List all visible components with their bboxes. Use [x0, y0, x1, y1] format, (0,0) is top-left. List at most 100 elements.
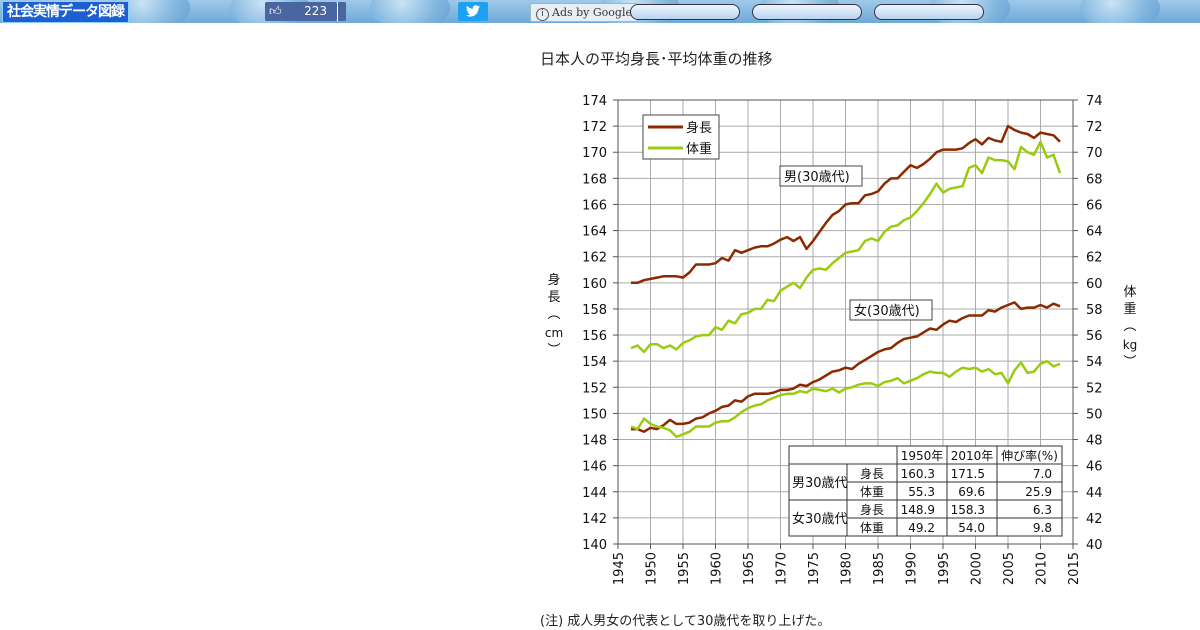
plot-area	[617, 99, 1074, 545]
y-tick-label-right: 44	[1086, 486, 1103, 501]
x-tick-label: 1960	[710, 552, 725, 585]
tweet-button[interactable]	[458, 2, 488, 21]
x-tick-label: 1965	[742, 552, 757, 585]
ad-link-button[interactable]	[874, 4, 984, 20]
ad-link-button[interactable]	[630, 4, 740, 20]
y-tick-label-left: 154	[582, 355, 607, 370]
left-axis-label-char: ︵	[547, 307, 560, 322]
table-cell: 158.3	[951, 503, 985, 517]
y-tick-label-left: 172	[582, 120, 607, 135]
table-cell: 69.6	[958, 485, 985, 499]
y-tick-label-right: 40	[1086, 538, 1103, 553]
y-tick-label-left: 164	[582, 225, 607, 240]
facebook-like-button[interactable]: 👍︎ 223	[265, 2, 337, 21]
y-tick-label-left: 160	[582, 277, 607, 292]
y-tick-label-left: 168	[582, 172, 607, 187]
right-axis-label-char: kg	[1123, 338, 1138, 352]
y-tick-label-right: 66	[1086, 198, 1103, 213]
y-tick-label-right: 48	[1086, 434, 1103, 449]
wave-decoration	[370, 0, 450, 23]
y-tick-label-left: 142	[582, 512, 607, 527]
right-axis-label-char: 体	[1123, 285, 1136, 300]
y-tick-label-right: 74	[1086, 94, 1103, 109]
series-line	[631, 301, 1061, 433]
thumbs-up-icon: 👍︎	[269, 4, 282, 18]
table-cell: 171.5	[951, 467, 985, 481]
right-axis-label-char: ︶	[1123, 355, 1136, 370]
chart-axes: 1945 1950 1955 1960 1965 1970 1975 1980 1985 1990…	[582, 94, 1102, 585]
table-cell: 体重	[860, 485, 884, 499]
y-tick-label-right: 70	[1086, 146, 1103, 161]
x-tick-label: 1985	[872, 552, 887, 585]
series-line	[630, 359, 1061, 439]
x-tick-label: 2005	[1002, 552, 1017, 585]
series-line	[631, 124, 1061, 285]
x-tick-label: 1975	[807, 552, 822, 585]
chart-grid	[617, 99, 1074, 545]
y-tick-label-right: 64	[1086, 225, 1103, 240]
y-tick-label-left: 148	[582, 434, 607, 449]
ads-by-google[interactable]: i Ads by Google	[530, 3, 638, 22]
info-icon: i	[536, 8, 549, 21]
top-banner: 社会実情データ図録 👍︎ 223 i Ads by Google	[0, 0, 1200, 23]
y-tick-label-left: 144	[582, 486, 607, 501]
series-line	[630, 140, 1062, 354]
x-tick-label: 1980	[840, 552, 855, 585]
x-tick-label: 2015	[1067, 552, 1082, 585]
left-axis-label-char: cm	[545, 326, 563, 340]
table-cell: 55.3	[908, 485, 935, 499]
right-axis-label-char: ︵	[1123, 319, 1136, 334]
x-tick-label: 2000	[970, 552, 985, 585]
table-cell: 7.0	[1033, 467, 1052, 481]
annotation-box-female	[849, 299, 933, 321]
legend-label-height: 身長	[686, 120, 712, 136]
y-tick-label-left: 158	[582, 303, 607, 318]
legend-box	[642, 114, 720, 160]
table-group-label: 男30歳代	[792, 476, 848, 491]
y-tick-label-right: 72	[1086, 120, 1103, 135]
site-logo[interactable]: 社会実情データ図録	[2, 1, 129, 23]
y-tick-label-left: 156	[582, 329, 607, 344]
table-cell: 148.9	[901, 503, 935, 517]
table-cell: 160.3	[901, 467, 935, 481]
annotation-male: 男(30歳代)	[784, 170, 850, 185]
y-tick-label-left: 150	[582, 407, 607, 422]
facebook-like-dropdown[interactable]	[337, 2, 346, 21]
y-tick-label-left: 166	[582, 198, 607, 213]
footnote: (注) 成人男女の代表として30歳代を取り上げた。	[540, 614, 831, 629]
y-tick-label-right: 68	[1086, 172, 1103, 187]
x-tick-label: 2010	[1035, 552, 1050, 585]
twitter-bird-icon	[466, 5, 480, 17]
left-axis-label-char: ︶	[547, 343, 560, 358]
left-axis-label-char: 長	[547, 290, 560, 305]
chart-legend: 身長 体重	[642, 114, 720, 160]
table-cell: 54.0	[958, 521, 985, 535]
left-axis-label: 身 長 ︵ cm ︶	[545, 272, 563, 358]
y-tick-label-left: 140	[582, 538, 607, 553]
wave-decoration	[110, 0, 190, 23]
table-header: 2010年	[951, 449, 994, 463]
y-tick-label-left: 174	[582, 94, 607, 109]
table-cell: 身長	[860, 466, 884, 481]
y-tick-label-left: 162	[582, 251, 607, 266]
ad-link-button[interactable]	[752, 4, 862, 20]
x-tick-label: 1970	[775, 552, 790, 585]
table-cell: 49.2	[908, 521, 935, 535]
wave-decoration	[1080, 0, 1160, 23]
table-group-label: 女30歳代	[792, 511, 848, 527]
table-cell: 体重	[860, 521, 884, 535]
table-header: 伸び率(%)	[1001, 448, 1058, 463]
annotation-female: 女(30歳代)	[854, 303, 920, 319]
y-tick-label-right: 62	[1086, 251, 1103, 266]
table-cell: 25.9	[1025, 485, 1052, 499]
y-tick-label-right: 60	[1086, 277, 1103, 292]
y-tick-label-right: 54	[1086, 355, 1103, 370]
x-tick-label: 1995	[937, 552, 952, 585]
table-header: 1950年	[901, 449, 944, 463]
x-tick-label: 1955	[677, 552, 692, 585]
x-tick-label: 1950	[645, 552, 660, 585]
y-tick-label-left: 170	[582, 146, 607, 161]
table-cell: 9.8	[1033, 521, 1052, 535]
y-tick-label-left: 146	[582, 460, 607, 475]
